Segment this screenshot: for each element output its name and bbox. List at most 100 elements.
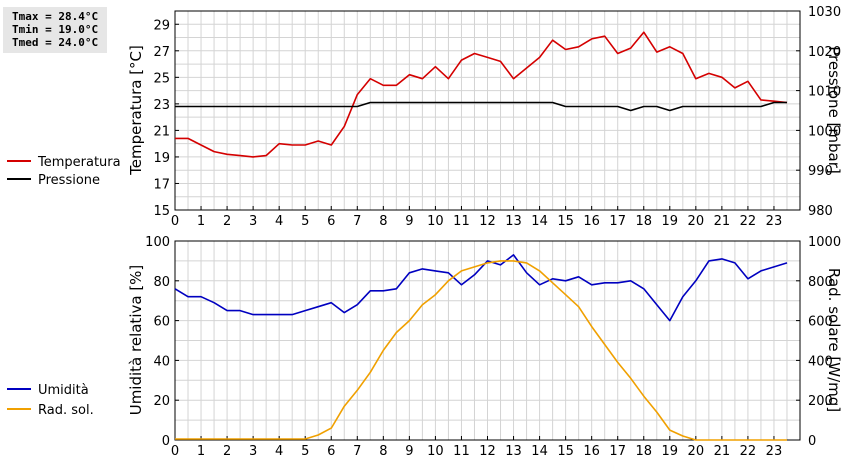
- x-tick-label: 16: [583, 214, 600, 229]
- y-tick-label: 40: [153, 354, 170, 369]
- x-tick-label: 20: [688, 214, 705, 229]
- x-tick-label: 17: [609, 214, 626, 229]
- y-axis-left: 0 20 40 60 80 100: [145, 235, 179, 449]
- y2-tick-label: 1020: [808, 45, 841, 60]
- y2-tick-label: 0: [808, 434, 816, 449]
- grid: [175, 241, 800, 440]
- x-tick-label: 5: [301, 214, 309, 229]
- legend-label-rad-sol: Rad. sol.: [38, 403, 94, 418]
- tmin-label: Tmin = 19.0°C: [12, 23, 99, 36]
- series-line-temperatura: [175, 31, 788, 158]
- x-tick-label: 20: [688, 444, 705, 459]
- series-group: [174, 254, 788, 441]
- legend: Umidità Rad. sol.: [7, 383, 94, 418]
- x-tick-label: 14: [531, 214, 548, 229]
- x-axis: 0 1 2 3 4 5 6 7 8 9 10 11 12 13 14 15 16 17 18 19 20 21 22 23: [171, 436, 782, 459]
- x-tick-label: 18: [635, 444, 652, 459]
- x-tick-label: 15: [557, 444, 574, 459]
- x-tick-label: 8: [379, 444, 387, 459]
- x-tick-label: 2: [223, 444, 231, 459]
- y2-tick-label: 1000: [808, 235, 841, 250]
- temperature-pressure-chart: 0 1 2 3 4 5 6 7 8 9 10 11 12 13 14 15 16 17 18 19 20 21 22 23 1…: [7, 5, 843, 229]
- y-tick-label: 100: [145, 235, 170, 250]
- x-tick-label: 15: [557, 214, 574, 229]
- y2-tick-label: 1030: [808, 5, 841, 20]
- x-tick-label: 23: [766, 444, 783, 459]
- x-tick-label: 13: [505, 214, 522, 229]
- grid: [175, 11, 800, 210]
- x-tick-label: 6: [327, 214, 335, 229]
- y2-tick-label: 200: [808, 394, 833, 409]
- x-tick-label: 2: [223, 214, 231, 229]
- x-tick-label: 19: [662, 444, 679, 459]
- x-tick-label: 9: [405, 444, 413, 459]
- y-tick-label: 17: [153, 177, 170, 192]
- series-line-pressione: [175, 101, 787, 112]
- x-tick-label: 10: [427, 444, 444, 459]
- y-axis-right: 0 200 400 600 800 1000: [796, 235, 841, 449]
- tmed-label: Tmed = 24.0°C: [12, 36, 99, 49]
- x-tick-label: 9: [405, 214, 413, 229]
- x-tick-label: 12: [479, 214, 496, 229]
- legend-label-temperatura: Temperatura: [37, 155, 121, 170]
- y2-tick-label: 800: [808, 275, 833, 290]
- x-tick-label: 22: [740, 214, 757, 229]
- x-axis: 0 1 2 3 4 5 6 7 8 9 10 11 12 13 14 15 16 17 18 19 20 21 22 23: [171, 206, 782, 229]
- x-tick-label: 0: [171, 444, 179, 459]
- x-tick-label: 1: [197, 444, 205, 459]
- stats-box: Tmax = 28.4°C Tmin = 19.0°C Tmed = 24.0°…: [3, 7, 107, 53]
- x-tick-label: 7: [353, 444, 361, 459]
- x-tick-label: 21: [714, 214, 731, 229]
- x-tick-label: 6: [327, 444, 335, 459]
- x-tick-label: 17: [609, 444, 626, 459]
- y-tick-label: 25: [153, 71, 170, 86]
- x-tick-label: 5: [301, 444, 309, 459]
- x-tick-label: 7: [353, 214, 361, 229]
- y-tick-label: 29: [153, 18, 170, 33]
- x-tick-label: 10: [427, 214, 444, 229]
- y-tick-label: 20: [153, 394, 170, 409]
- series-line-umidit: [174, 254, 788, 322]
- y-axis-left: 15 17 19 21 23 25 27 29: [153, 18, 179, 219]
- humidity-radiation-chart: 0 1 2 3 4 5 6 7 8 9 10 11 12 13 14 15 16 17 18 19 20 21 22 23 0…: [7, 235, 843, 459]
- x-tick-label: 3: [249, 444, 257, 459]
- x-tick-label: 21: [714, 444, 731, 459]
- x-tick-label: 3: [249, 214, 257, 229]
- y-tick-label: 60: [153, 315, 170, 330]
- x-tick-label: 13: [505, 444, 522, 459]
- y-tick-label: 80: [153, 275, 170, 290]
- x-tick-label: 22: [740, 444, 757, 459]
- y2-axis-label: Pressione [mbar]: [825, 46, 843, 174]
- x-tick-label: 1: [197, 214, 205, 229]
- y-tick-label: 15: [153, 204, 170, 219]
- y2-tick-label: 400: [808, 354, 833, 369]
- x-tick-label: 18: [635, 214, 652, 229]
- y2-tick-label: 980: [808, 204, 833, 219]
- y-tick-label: 21: [153, 124, 170, 139]
- tmax-label: Tmax = 28.4°C: [12, 10, 99, 23]
- x-tick-label: 4: [275, 214, 283, 229]
- x-tick-label: 16: [583, 444, 600, 459]
- y-axis-label: Temperatura [°C]: [127, 45, 145, 176]
- y2-tick-label: 1010: [808, 85, 841, 100]
- legend-label-umidita: Umidità: [38, 383, 89, 398]
- x-tick-label: 11: [453, 214, 470, 229]
- y-axis-label: Umidità relativa [%]: [127, 265, 145, 416]
- y-tick-label: 0: [162, 434, 170, 449]
- x-tick-label: 12: [479, 444, 496, 459]
- series-line-rad-sol: [175, 260, 787, 441]
- y-tick-label: 27: [153, 45, 170, 60]
- legend: Temperatura Pressione: [7, 155, 121, 188]
- y2-tick-label: 600: [808, 315, 833, 330]
- x-tick-label: 23: [766, 214, 783, 229]
- x-tick-label: 0: [171, 214, 179, 229]
- x-tick-label: 11: [453, 444, 470, 459]
- y-tick-label: 23: [153, 98, 170, 113]
- x-tick-label: 4: [275, 444, 283, 459]
- y-axis-right: 980 990 1000 1010 1020 1030: [796, 5, 841, 219]
- y-tick-label: 19: [153, 151, 170, 166]
- x-tick-label: 8: [379, 214, 387, 229]
- legend-label-pressione: Pressione: [38, 173, 100, 188]
- x-tick-label: 14: [531, 444, 548, 459]
